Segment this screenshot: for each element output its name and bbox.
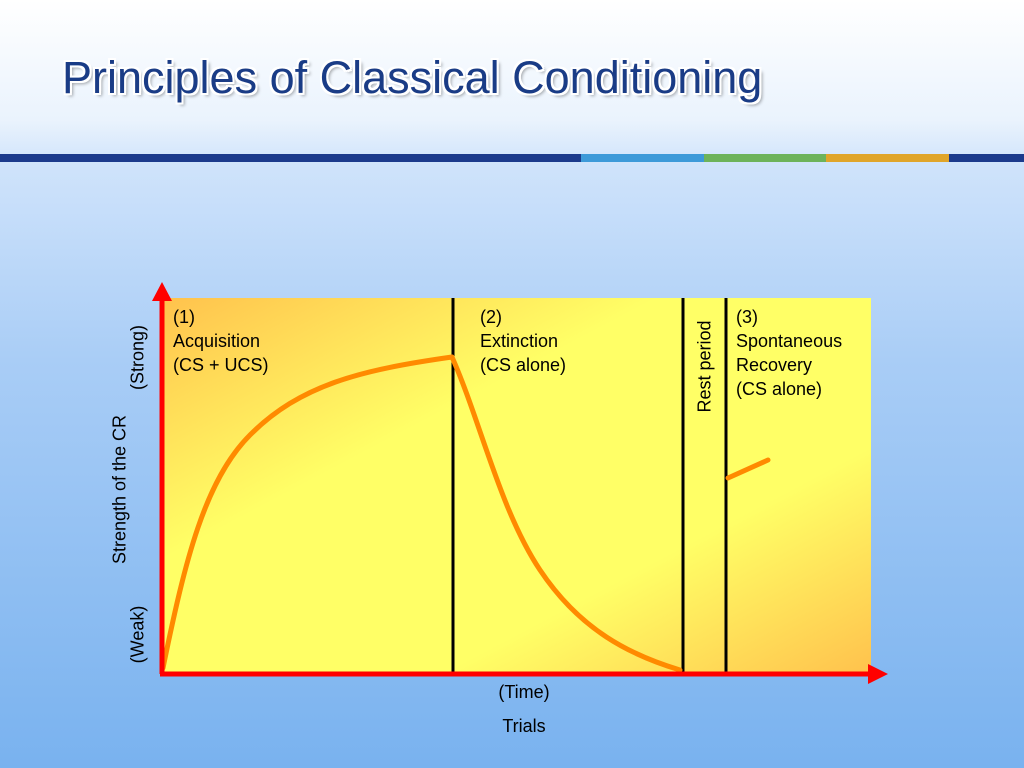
rest-period-label: Rest period bbox=[694, 320, 715, 413]
y-high-label: (Strong) bbox=[127, 324, 148, 391]
slide-title: Principles of Classical Conditioning bbox=[62, 52, 763, 103]
y-low-label: (Weak) bbox=[127, 605, 148, 664]
extinction-curve bbox=[449, 354, 683, 673]
phase-1-name: Acquisition bbox=[173, 331, 261, 351]
phase-2-condition: (CS alone) bbox=[480, 355, 567, 375]
y-axis-arrow bbox=[152, 282, 172, 301]
phase-2-label: (2) Extinction (CS alone) bbox=[480, 305, 566, 377]
accent-bar-green bbox=[704, 154, 826, 162]
accent-bar-gold bbox=[826, 154, 949, 162]
x-time-label: (Time) bbox=[498, 682, 550, 702]
accent-bar-navy-end bbox=[949, 154, 1024, 162]
x-axis-arrow bbox=[868, 664, 888, 684]
phase-3-name-line2: Recovery bbox=[736, 355, 813, 375]
acquisition-curve bbox=[160, 354, 455, 671]
phase-1-condition: (CS + UCS) bbox=[173, 355, 269, 375]
phase-1-label: (1) Acquisition (CS + UCS) bbox=[173, 305, 269, 377]
spontaneous-recovery-curve bbox=[725, 457, 771, 481]
accent-bar-blue bbox=[581, 154, 704, 162]
phase-3-name: Spontaneous bbox=[736, 331, 843, 351]
phase-1-number: (1) bbox=[173, 307, 195, 327]
x-axis-label: Trials bbox=[502, 716, 546, 736]
phase-3-number: (3) bbox=[736, 307, 758, 327]
y-axis-label: Strength of the CR bbox=[109, 414, 130, 565]
phase-3-condition: (CS alone) bbox=[736, 379, 823, 399]
phase-3-label: (3) Spontaneous Recovery (CS alone) bbox=[736, 305, 842, 401]
accent-bar-navy bbox=[0, 154, 581, 162]
phase-2-name: Extinction bbox=[480, 331, 559, 351]
phase-2-number: (2) bbox=[480, 307, 502, 327]
chart-panel bbox=[162, 298, 871, 672]
